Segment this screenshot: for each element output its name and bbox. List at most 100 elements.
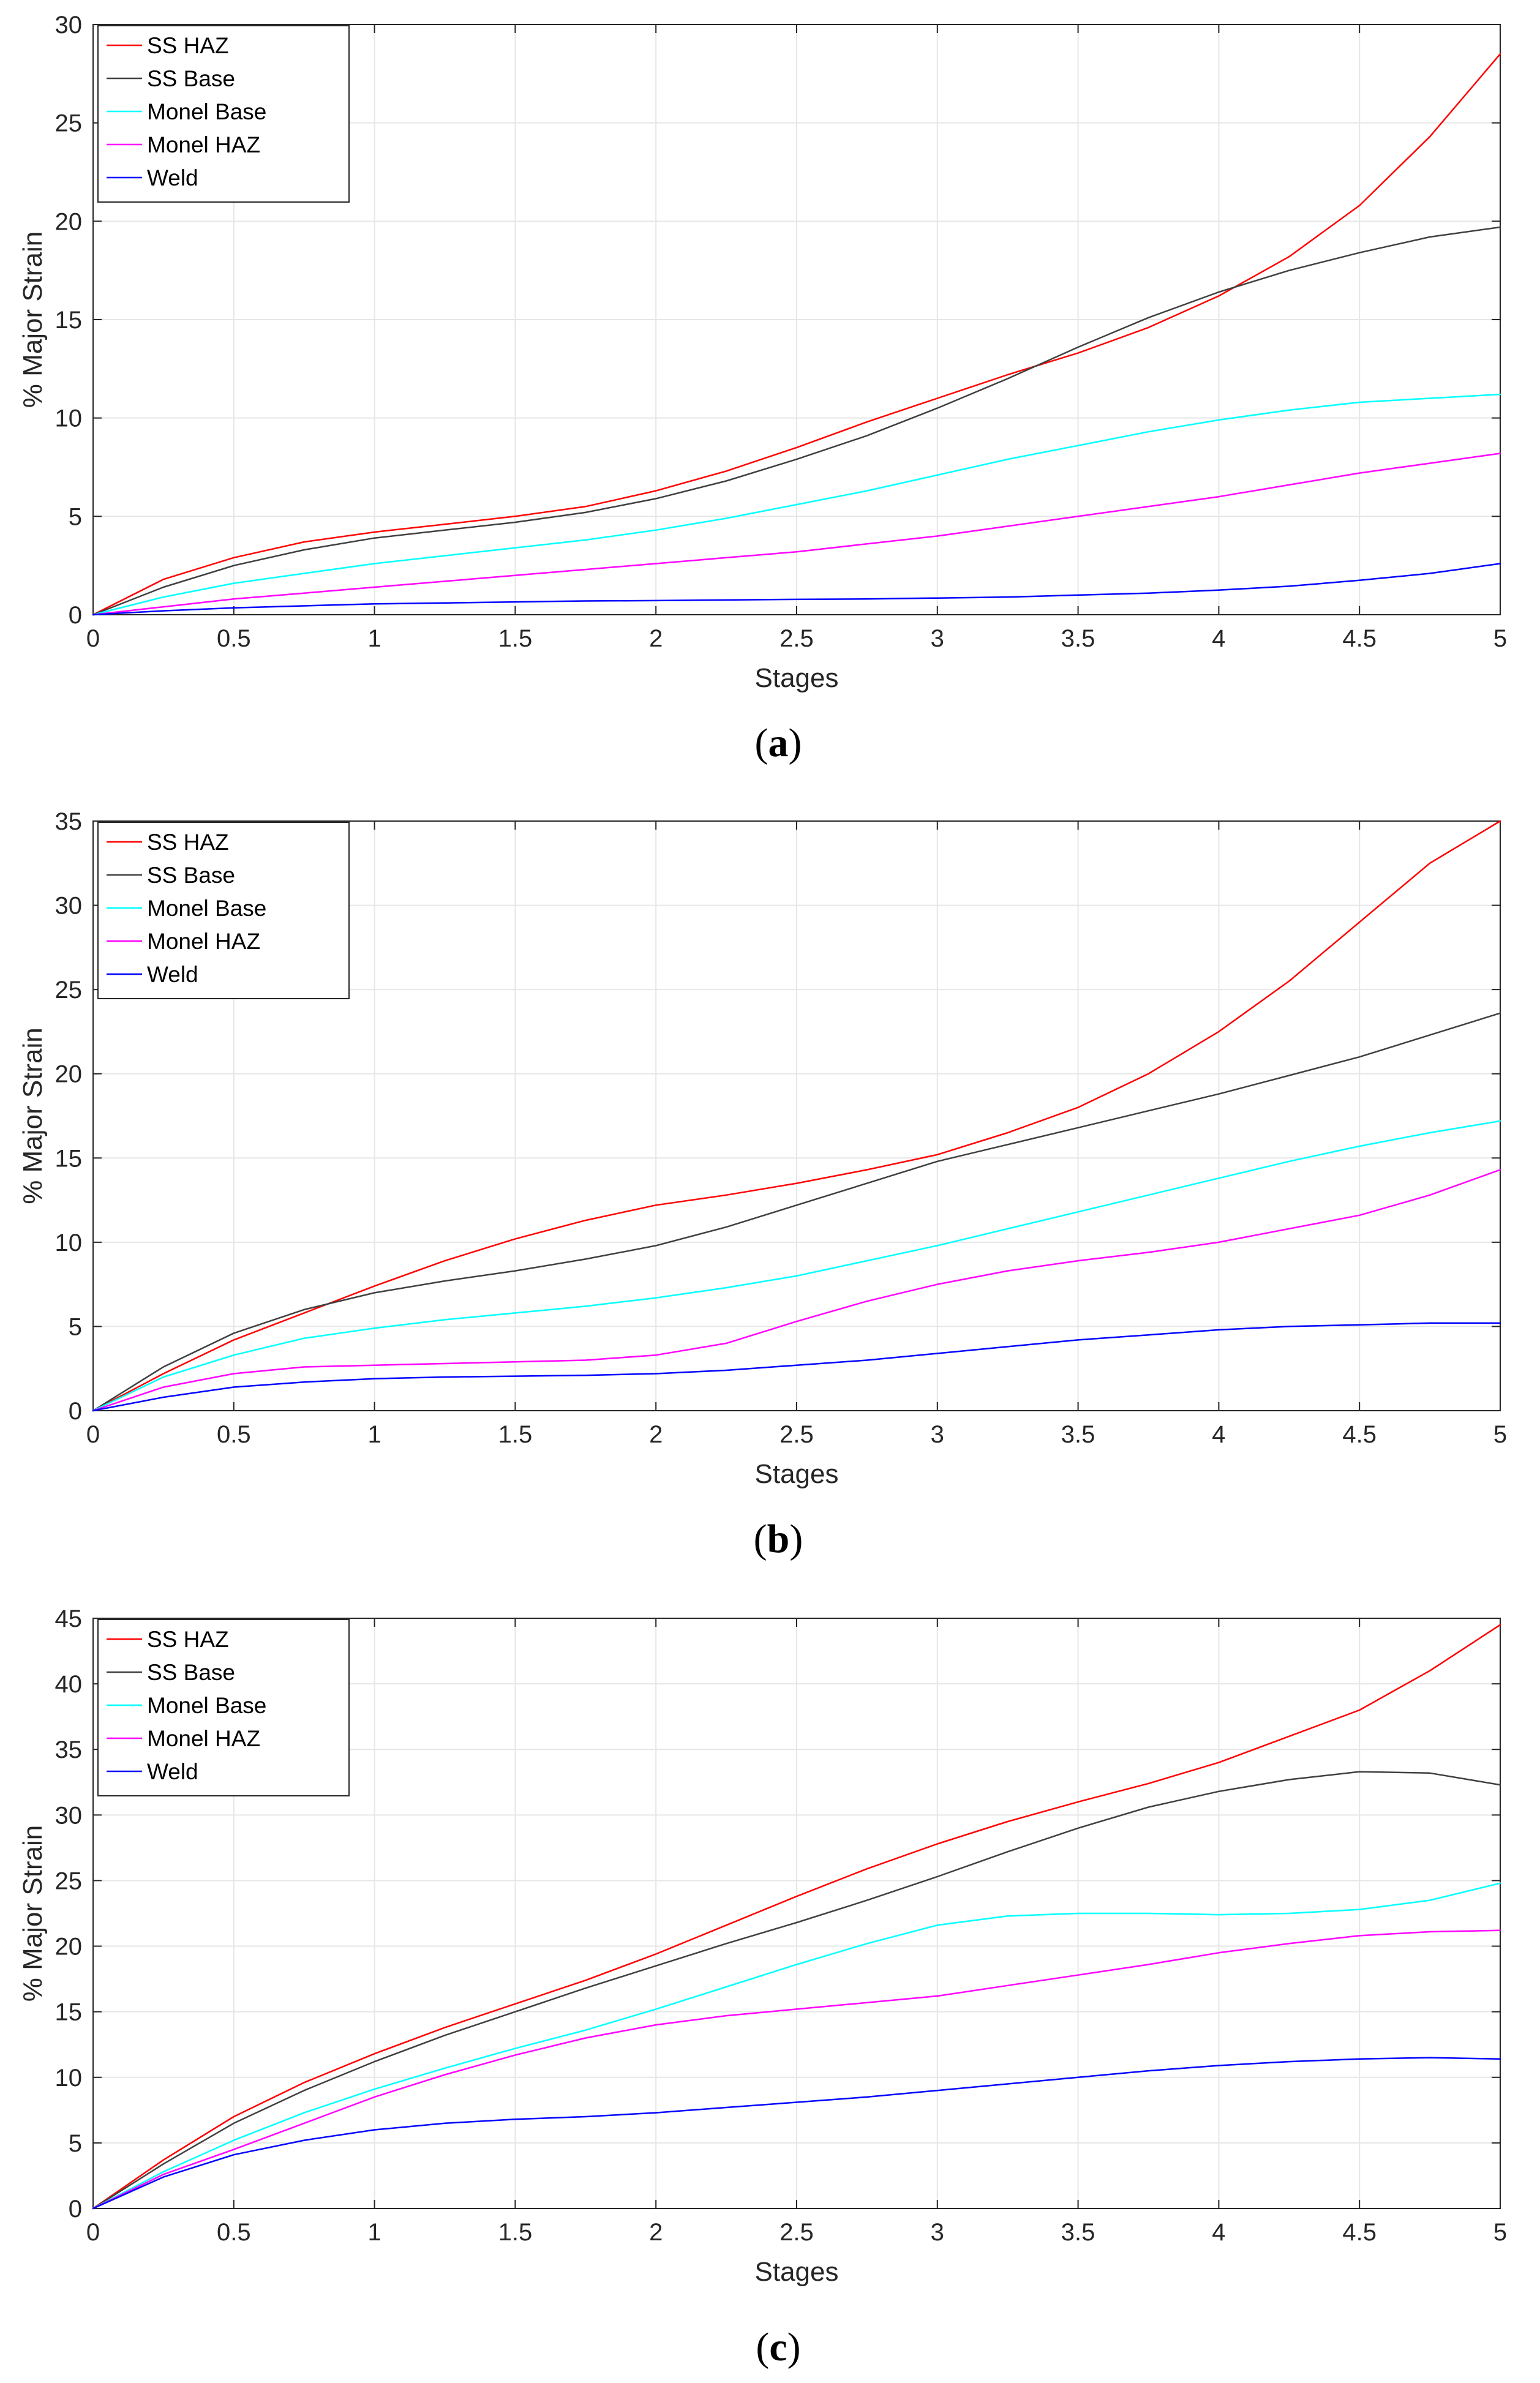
y-axis-label: % Major Strain	[18, 231, 48, 408]
x-axis-label: Stages	[755, 663, 839, 693]
series-line-monel-base	[92, 393, 1501, 616]
x-tick-label: 0	[86, 2219, 100, 2246]
series-line-monel-haz	[92, 452, 1501, 616]
x-tick-label: 4.5	[1342, 2219, 1377, 2246]
y-tick-label: 25	[55, 1867, 83, 1894]
x-tick-label: 3.5	[1061, 2219, 1095, 2246]
y-tick-label: 15	[55, 1145, 83, 1172]
caption-close: )	[789, 721, 802, 765]
series-line-monel-haz	[92, 1929, 1501, 2210]
caption-letter: c	[769, 2325, 787, 2370]
x-tick-label: 1.5	[498, 2219, 533, 2246]
x-tick-label: 4.5	[1342, 1421, 1377, 1448]
x-tick-label: 0.5	[217, 1421, 251, 1448]
x-tick-label: 1.5	[498, 625, 533, 652]
x-tick-label: 0.5	[217, 2219, 251, 2246]
caption-letter: a	[768, 721, 789, 765]
caption-close: )	[789, 1517, 803, 1561]
y-tick-label: 20	[55, 1934, 83, 1961]
panel-c: 0 0.5 1 1.5 2 2.5 3 3.5 4 4.5 5 0 5 10 15 20 25 30 35 40 45 S…	[18, 1605, 1507, 2370]
y-tick-label: 25	[55, 977, 83, 1004]
legend-entry: Weld	[147, 962, 198, 987]
legend-entry: Weld	[147, 1759, 198, 1784]
legend-entry: SS HAZ	[147, 1627, 229, 1652]
x-tick-label: 4	[1212, 625, 1225, 652]
series-line-ss-haz	[92, 1624, 1501, 2210]
x-tick-label: 1	[367, 2219, 381, 2246]
x-tick-label: 5	[1493, 625, 1507, 652]
legend: SS HAZ SS Base Monel Base Monel HAZ Weld	[97, 1619, 350, 1796]
x-tick-label: 0	[86, 625, 100, 652]
caption-letter: b	[767, 1517, 790, 1561]
x-tick-label: 4.5	[1342, 625, 1377, 652]
legend-box	[97, 822, 350, 999]
y-tick-label: 20	[55, 208, 83, 235]
legend-entry: SS HAZ	[147, 830, 229, 855]
x-tick-label: 1	[367, 625, 381, 652]
y-tick-label: 45	[55, 1605, 83, 1632]
x-tick-label: 3.5	[1061, 625, 1095, 652]
y-tick-label: 30	[55, 1802, 83, 1829]
y-tick-label: 30	[55, 893, 83, 920]
x-tick-label: 3	[931, 1421, 944, 1448]
x-tick-label: 2	[649, 625, 663, 652]
x-tick-label: 2.5	[779, 2219, 814, 2246]
y-tick-label: 40	[55, 1671, 83, 1698]
series-line-ss-base	[92, 226, 1501, 616]
legend-entry: SS Base	[147, 66, 235, 91]
panel-caption: (b)	[754, 1517, 803, 1561]
x-tick-label: 2	[649, 1421, 663, 1448]
x-tick-label: 0	[86, 1421, 100, 1448]
series-line-monel-haz	[92, 1169, 1501, 1412]
x-axis-label: Stages	[755, 1459, 839, 1489]
x-tick-label: 5	[1493, 2219, 1507, 2246]
x-tick-label: 1	[367, 1421, 381, 1448]
panel-a: 0 0.5 1 1.5 2 2.5 3 3.5 4 4.5 5 0 5 10 15 20 25 30 Stages%…	[18, 12, 1507, 765]
legend-entry: Weld	[147, 165, 198, 190]
y-tick-label: 0	[69, 602, 82, 629]
y-tick-label: 0	[69, 2196, 82, 2223]
series-line-weld	[92, 2057, 1501, 2210]
caption-open: (	[756, 2325, 769, 2370]
legend-entry: Monel Base	[147, 896, 266, 921]
legend-box	[97, 25, 350, 203]
x-tick-label: 2	[649, 2219, 663, 2246]
caption-open: (	[754, 1517, 767, 1561]
legend-entry: Monel Base	[147, 99, 266, 124]
y-tick-label: 5	[69, 1313, 82, 1340]
legend-entry: SS Base	[147, 863, 235, 888]
series-line-monel-base	[92, 1120, 1501, 1412]
x-tick-label: 3	[931, 2219, 944, 2246]
y-tick-label: 35	[55, 808, 83, 835]
series-line-weld	[92, 1322, 1501, 1412]
legend-entry: SS HAZ	[147, 33, 229, 58]
x-tick-label: 5	[1493, 1421, 1507, 1448]
y-tick-label: 30	[55, 12, 83, 39]
legend-entry: SS Base	[147, 1660, 235, 1685]
y-tick-label: 10	[55, 405, 83, 432]
y-tick-label: 10	[55, 1229, 83, 1256]
y-axis-label: % Major Strain	[18, 1825, 48, 2002]
panel-caption: (a)	[755, 721, 802, 765]
y-tick-label: 25	[55, 110, 83, 137]
legend-entry: Monel HAZ	[147, 1726, 260, 1751]
x-tick-label: 3.5	[1061, 1421, 1095, 1448]
x-tick-label: 0.5	[217, 625, 251, 652]
y-tick-label: 20	[55, 1061, 83, 1088]
caption-open: (	[755, 721, 768, 765]
x-tick-label: 4	[1212, 2219, 1225, 2246]
series-line-ss-base	[92, 1012, 1501, 1412]
x-tick-label: 2.5	[779, 625, 814, 652]
y-tick-label: 35	[55, 1736, 83, 1763]
x-tick-label: 4	[1212, 1421, 1225, 1448]
panel-caption: (c)	[756, 2325, 800, 2370]
y-axis-label: % Major Strain	[18, 1027, 48, 1204]
legend-entry: Monel Base	[147, 1693, 266, 1718]
caption-close: )	[787, 2325, 801, 2370]
y-tick-label: 15	[55, 307, 83, 334]
y-tick-label: 5	[69, 503, 82, 530]
legend: SS HAZ SS Base Monel Base Monel HAZ Weld	[97, 25, 350, 203]
x-tick-label: 3	[931, 625, 944, 652]
series-line-ss-haz	[92, 53, 1501, 616]
